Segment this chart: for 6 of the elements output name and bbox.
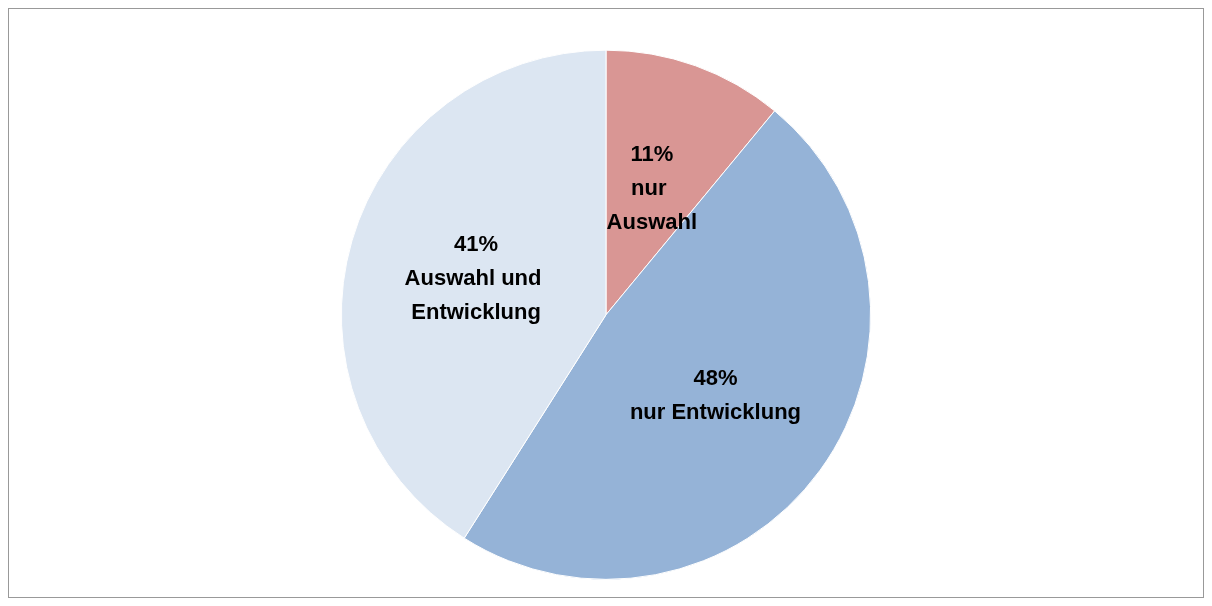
data-label: 41%	[454, 230, 499, 256]
data-label: 11%	[630, 140, 674, 166]
slice-label: nur Auswahl	[606, 174, 698, 234]
slice-label: Auswahl und Entwicklung	[404, 264, 548, 324]
data-label: 48%	[693, 364, 738, 390]
slice-label: nur Entwicklung	[629, 398, 802, 424]
